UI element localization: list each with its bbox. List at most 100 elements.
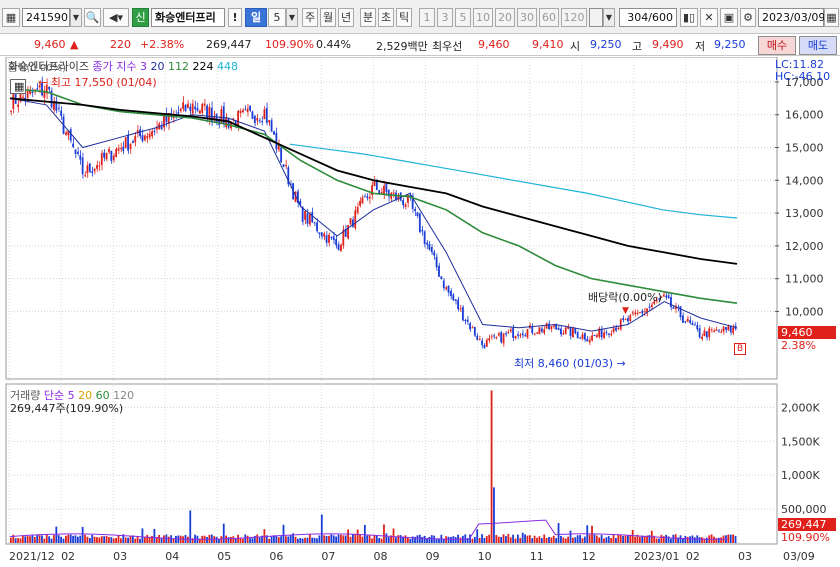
- candle-body: [416, 212, 419, 216]
- volume-bar: [528, 535, 531, 543]
- volume-bar: [727, 534, 730, 543]
- volume-bar: [703, 538, 706, 543]
- candle-body: [705, 331, 708, 338]
- candle-body: [213, 116, 216, 119]
- minute-3-button[interactable]: 3: [437, 8, 453, 27]
- candle-body: [493, 335, 495, 337]
- minute-60-button[interactable]: 60: [539, 8, 559, 27]
- volume-bar: [273, 535, 275, 543]
- volume-bar: [646, 535, 648, 543]
- volume-bar: [354, 534, 357, 543]
- volume-bar: [363, 524, 366, 543]
- volume-bar: [493, 487, 495, 543]
- gear-icon[interactable]: ⚙: [740, 8, 756, 27]
- candle-body: [533, 333, 536, 335]
- period-week-button[interactable]: 주: [302, 8, 318, 27]
- candle-body: [720, 331, 723, 333]
- candle-body: [586, 338, 589, 342]
- volume-bar: [395, 537, 397, 543]
- stock-name-field[interactable]: 화승엔터프리: [151, 8, 225, 27]
- period-tick-button[interactable]: 틱: [396, 8, 412, 27]
- search-icon[interactable]: 🔍: [84, 8, 101, 27]
- volume-bar: [153, 529, 156, 543]
- volume-bar: [564, 538, 567, 543]
- volume-y-tick-label: 1,500K: [781, 435, 820, 448]
- period-day-button[interactable]: 일: [245, 8, 267, 27]
- crosshair-icon[interactable]: ✕: [700, 8, 718, 27]
- minute-120-button[interactable]: 120: [561, 8, 587, 27]
- candle-body: [505, 333, 507, 335]
- save-icon[interactable]: ▣: [720, 8, 738, 27]
- volume-bar: [151, 535, 153, 543]
- chart-type-icon[interactable]: ▦: [2, 8, 20, 27]
- minute-custom-input[interactable]: [589, 8, 603, 27]
- candle-body: [375, 181, 378, 191]
- candle-body: [512, 327, 514, 338]
- buy-button[interactable]: 매수: [758, 36, 796, 55]
- minute-1-button[interactable]: 1: [419, 8, 435, 27]
- period-count-dropdown[interactable]: ▼: [286, 8, 298, 27]
- volume-bar: [622, 536, 625, 543]
- minute-5-button[interactable]: 5: [455, 8, 471, 27]
- candle-body: [275, 132, 278, 150]
- alert-button[interactable]: !: [228, 8, 242, 27]
- speaker-icon[interactable]: ◀▾: [103, 8, 129, 27]
- stock-code-dropdown[interactable]: ▼: [70, 8, 82, 27]
- minute-20-button[interactable]: 20: [495, 8, 515, 27]
- high-annotation: ← 최고 17,550 (01/04): [38, 76, 157, 89]
- sell-button[interactable]: 매도: [799, 36, 837, 55]
- volume-bar: [189, 510, 192, 543]
- calendar-icon[interactable]: ▦: [824, 8, 839, 27]
- minute-30-button[interactable]: 30: [517, 8, 537, 27]
- stock-code-input[interactable]: 241590: [22, 8, 70, 27]
- candle-body: [710, 329, 713, 331]
- candle-body: [519, 335, 522, 337]
- candle-body: [124, 137, 127, 148]
- minute-10-button[interactable]: 10: [473, 8, 493, 27]
- period-second-button[interactable]: 초: [378, 8, 394, 27]
- volume-bar: [253, 535, 256, 543]
- volume-bar: [574, 537, 577, 543]
- period-minute-button[interactable]: 분: [360, 8, 376, 27]
- table-icon[interactable]: ▦: [10, 79, 26, 94]
- date-input[interactable]: 2023/03/09: [758, 8, 825, 27]
- candle-body: [105, 153, 108, 160]
- candle-body: [392, 192, 395, 194]
- volume-bar: [569, 530, 572, 543]
- minute-custom-dropdown[interactable]: ▼: [603, 8, 615, 27]
- candle-body: [50, 90, 53, 108]
- candle-body: [115, 148, 118, 157]
- volume-bar: [469, 534, 471, 543]
- period-year-button[interactable]: 년: [338, 8, 354, 27]
- candle-body: [98, 165, 101, 167]
- volume-bar: [555, 538, 558, 543]
- volume-bar: [399, 535, 402, 543]
- price-y-tick-label: 17,000: [785, 76, 824, 89]
- candle-body: [239, 110, 242, 114]
- candle-body: [206, 105, 208, 119]
- candle-body: [591, 335, 593, 341]
- candle-body: [500, 332, 503, 343]
- price-y-tick-label: 14,000: [785, 174, 824, 187]
- candle-body: [246, 108, 249, 113]
- volume-bar: [653, 535, 656, 543]
- volume-bar: [560, 535, 562, 543]
- candle-body: [17, 104, 19, 107]
- volume-bar: [454, 537, 457, 543]
- candle-body: [146, 136, 149, 139]
- period-month-button[interactable]: 월: [320, 8, 336, 27]
- volume-bar: [701, 537, 703, 543]
- volume-bar: [689, 536, 691, 543]
- candle-body: [351, 219, 354, 227]
- volume-bar: [729, 534, 732, 543]
- volume-bar: [670, 538, 672, 543]
- volume-bar: [667, 536, 670, 543]
- chart-canvas[interactable]: 17,000 16,000 15,000 14,000 13,000 12,000 11,0…: [0, 56, 840, 567]
- chart-type-icon[interactable]: ▮▯: [680, 8, 698, 27]
- candle-body: [165, 113, 168, 122]
- data-count-display[interactable]: 304/600: [619, 8, 677, 27]
- volume-bar: [268, 538, 271, 543]
- period-count-button[interactable]: 5: [268, 8, 286, 27]
- price-chart[interactable]: 17,000 16,000 15,000 14,000 13,000 12,000 11,0…: [0, 56, 840, 567]
- candle-body: [129, 143, 132, 150]
